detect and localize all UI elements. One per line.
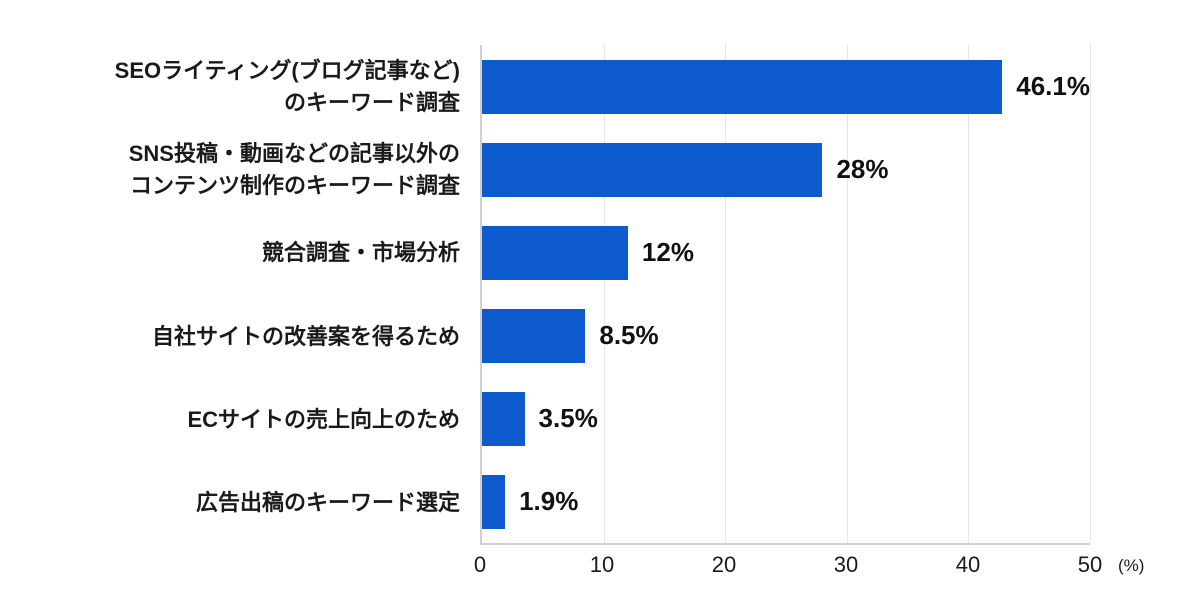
bar-row: 28% <box>482 128 1090 211</box>
category-label: SEOライティング(ブログ記事など) のキーワード調査 <box>114 57 460 115</box>
x-axis: 0 10 20 30 40 50 (%) <box>474 552 1145 582</box>
category-label: 競合調査・市場分析 <box>261 240 460 266</box>
x-tick-label: 0 <box>473 552 487 577</box>
gridline <box>1090 45 1091 543</box>
bar <box>482 59 1003 114</box>
bar <box>482 391 525 446</box>
value-label: 46.1% <box>1016 71 1090 101</box>
bar <box>482 308 586 363</box>
x-tick-label: 50 <box>1077 552 1103 577</box>
category-label: 広告出稿のキーワード選定 <box>195 490 460 516</box>
x-tick-label: 40 <box>955 552 981 577</box>
bar <box>482 474 506 529</box>
bar <box>482 142 823 197</box>
category-label: ECサイトの売上向上のため <box>187 407 460 433</box>
bar-row: 8.5% <box>482 294 1090 377</box>
category-label: 自社サイトの改善案を得るため <box>151 323 460 349</box>
axis-unit-label: (%) <box>1118 556 1145 575</box>
value-label: 1.9% <box>519 486 579 516</box>
bar-row: 3.5% <box>482 377 1090 460</box>
bar-row: 46.1% <box>482 45 1090 128</box>
plot-area: 46.1% 28% 12% 8.5% 3.5% 1.9% <box>480 45 1091 545</box>
value-label: 8.5% <box>599 320 659 350</box>
bar-row: 12% <box>482 211 1090 294</box>
gridline <box>725 45 727 543</box>
x-tick-label: 10 <box>589 552 615 577</box>
category-label: SNS投稿・動画などの記事以外の コンテンツ制作のキーワード調査 <box>128 141 460 198</box>
bar-row: 1.9% <box>482 460 1090 543</box>
gridline <box>968 45 970 543</box>
value-label: 28% <box>836 154 889 184</box>
gridline <box>603 45 605 543</box>
value-label: 12% <box>641 237 694 267</box>
x-tick-label: 20 <box>711 552 737 577</box>
x-tick-label: 30 <box>833 552 859 577</box>
bar <box>482 225 628 280</box>
value-label: 3.5% <box>538 403 598 433</box>
category-labels: SEOライティング(ブログ記事など) のキーワード調査 SNS投稿・動画などの記… <box>20 45 460 545</box>
gridline <box>846 45 848 543</box>
